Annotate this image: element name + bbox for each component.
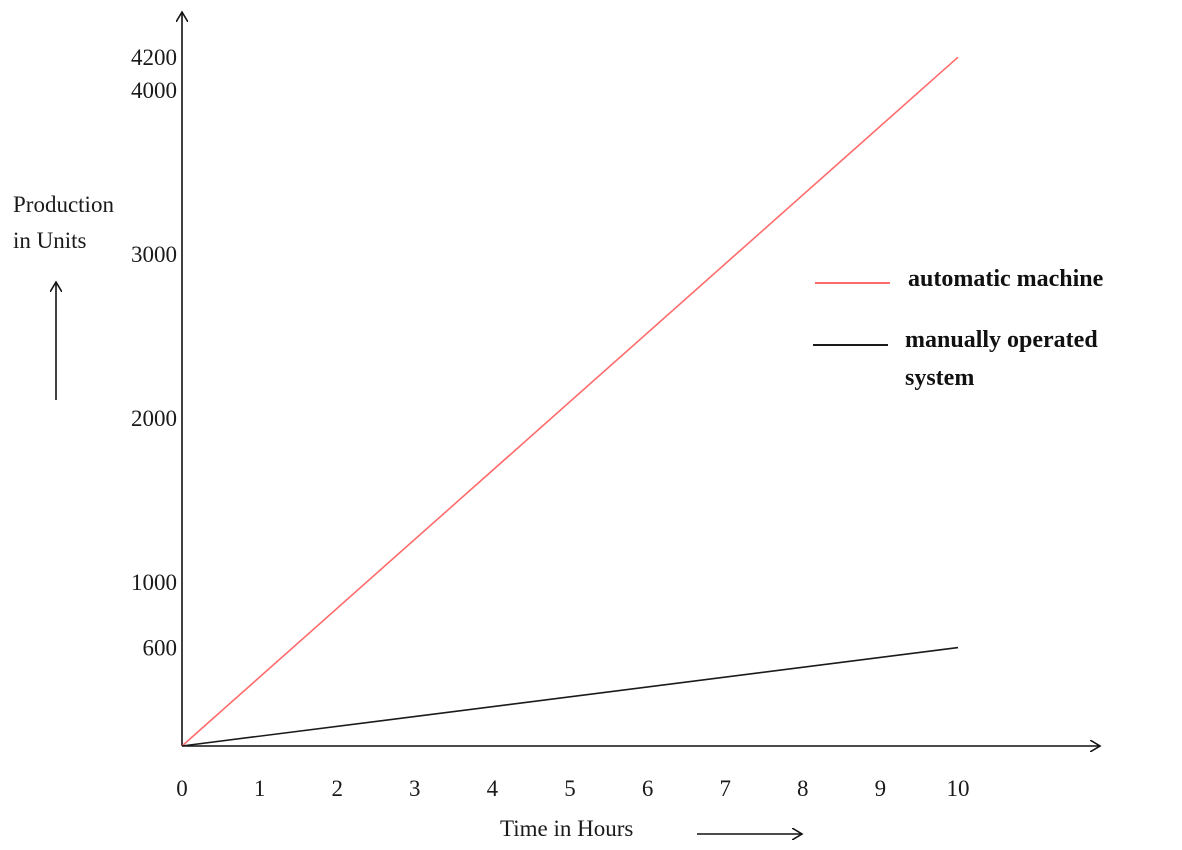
y-tick-label: 600 (143, 636, 178, 661)
y-tick-label: 1000 (131, 570, 177, 595)
series-line-manually-operated (181, 646, 959, 747)
x-tick-labels: 0 1 2 3 4 5 6 7 8 9 10 (176, 776, 969, 801)
y-tick-labels: 600 1000 2000 3000 4000 4200 (131, 45, 177, 660)
y-tick-label: 4200 (131, 45, 177, 70)
x-tick-label: 7 (719, 776, 731, 801)
x-tick-label: 6 (642, 776, 654, 801)
x-axis-title: Time in Hours (500, 816, 633, 841)
y-tick-label: 3000 (131, 242, 177, 267)
y-axis-title-line2: in Units (13, 228, 87, 253)
y-tick-label: 2000 (131, 406, 177, 431)
x-tick-label: 5 (564, 776, 576, 801)
x-tick-label: 0 (176, 776, 188, 801)
legend: automatic machine manually operated syst… (813, 266, 1104, 391)
legend-label-automatic-machine: automatic machine (908, 266, 1104, 292)
legend-label-manually-operated-line2: system (905, 365, 974, 391)
x-tick-label: 2 (331, 776, 343, 801)
x-tick-label: 9 (875, 776, 887, 801)
y-axis-title-line1: Production (13, 192, 114, 217)
x-tick-label: 8 (797, 776, 809, 801)
legend-label-manually-operated-line1: manually operated (905, 327, 1098, 353)
x-tick-label: 3 (409, 776, 421, 801)
x-tick-label: 10 (947, 776, 970, 801)
series-line-automatic-machine (181, 56, 959, 747)
series-lines (181, 56, 959, 747)
y-tick-label: 4000 (131, 78, 177, 103)
x-tick-label: 1 (254, 776, 266, 801)
x-tick-label: 4 (487, 776, 499, 801)
